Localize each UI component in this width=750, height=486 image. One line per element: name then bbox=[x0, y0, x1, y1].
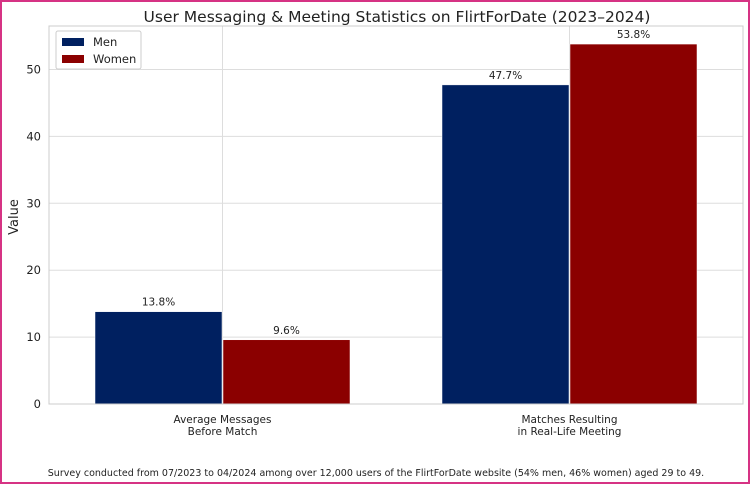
legend-swatch-men bbox=[62, 38, 84, 46]
x-tick-label: Average Messages bbox=[174, 414, 272, 426]
data-label-men-1: 47.7% bbox=[489, 70, 522, 82]
legend: Men Women bbox=[55, 30, 142, 70]
chart-title: User Messaging & Meeting Statistics on F… bbox=[144, 8, 651, 26]
x-tick-label: in Real-Life Meeting bbox=[518, 426, 622, 438]
y-tick-label: 30 bbox=[26, 196, 41, 210]
bar-women-1 bbox=[569, 43, 698, 405]
legend-label-women: Women bbox=[93, 52, 136, 66]
legend-swatch-women bbox=[62, 55, 84, 63]
data-label-women-1: 53.8% bbox=[617, 29, 650, 41]
bar-women-0 bbox=[222, 339, 351, 405]
y-axis-label: Value bbox=[7, 199, 22, 235]
legend-label-men: Men bbox=[93, 35, 117, 49]
bars bbox=[94, 43, 698, 405]
x-tick-label: Before Match bbox=[188, 426, 258, 438]
y-tick-label: 0 bbox=[34, 397, 41, 411]
data-label-women-0: 9.6% bbox=[273, 325, 300, 337]
x-tick-label: Matches Resulting bbox=[522, 414, 618, 426]
y-tick-label: 10 bbox=[26, 330, 41, 344]
y-tick-label: 20 bbox=[26, 263, 41, 277]
footnote: Survey conducted from 07/2023 to 04/2024… bbox=[48, 468, 704, 479]
bar-men-1 bbox=[441, 84, 570, 405]
y-tick-label: 40 bbox=[26, 129, 41, 143]
plot-border bbox=[48, 25, 744, 405]
bar-men-0 bbox=[94, 311, 223, 405]
data-labels: 13.8% 9.6% 47.7% 53.8% bbox=[142, 29, 650, 337]
y-tick-label: 50 bbox=[26, 62, 41, 76]
data-label-men-0: 13.8% bbox=[142, 297, 175, 309]
